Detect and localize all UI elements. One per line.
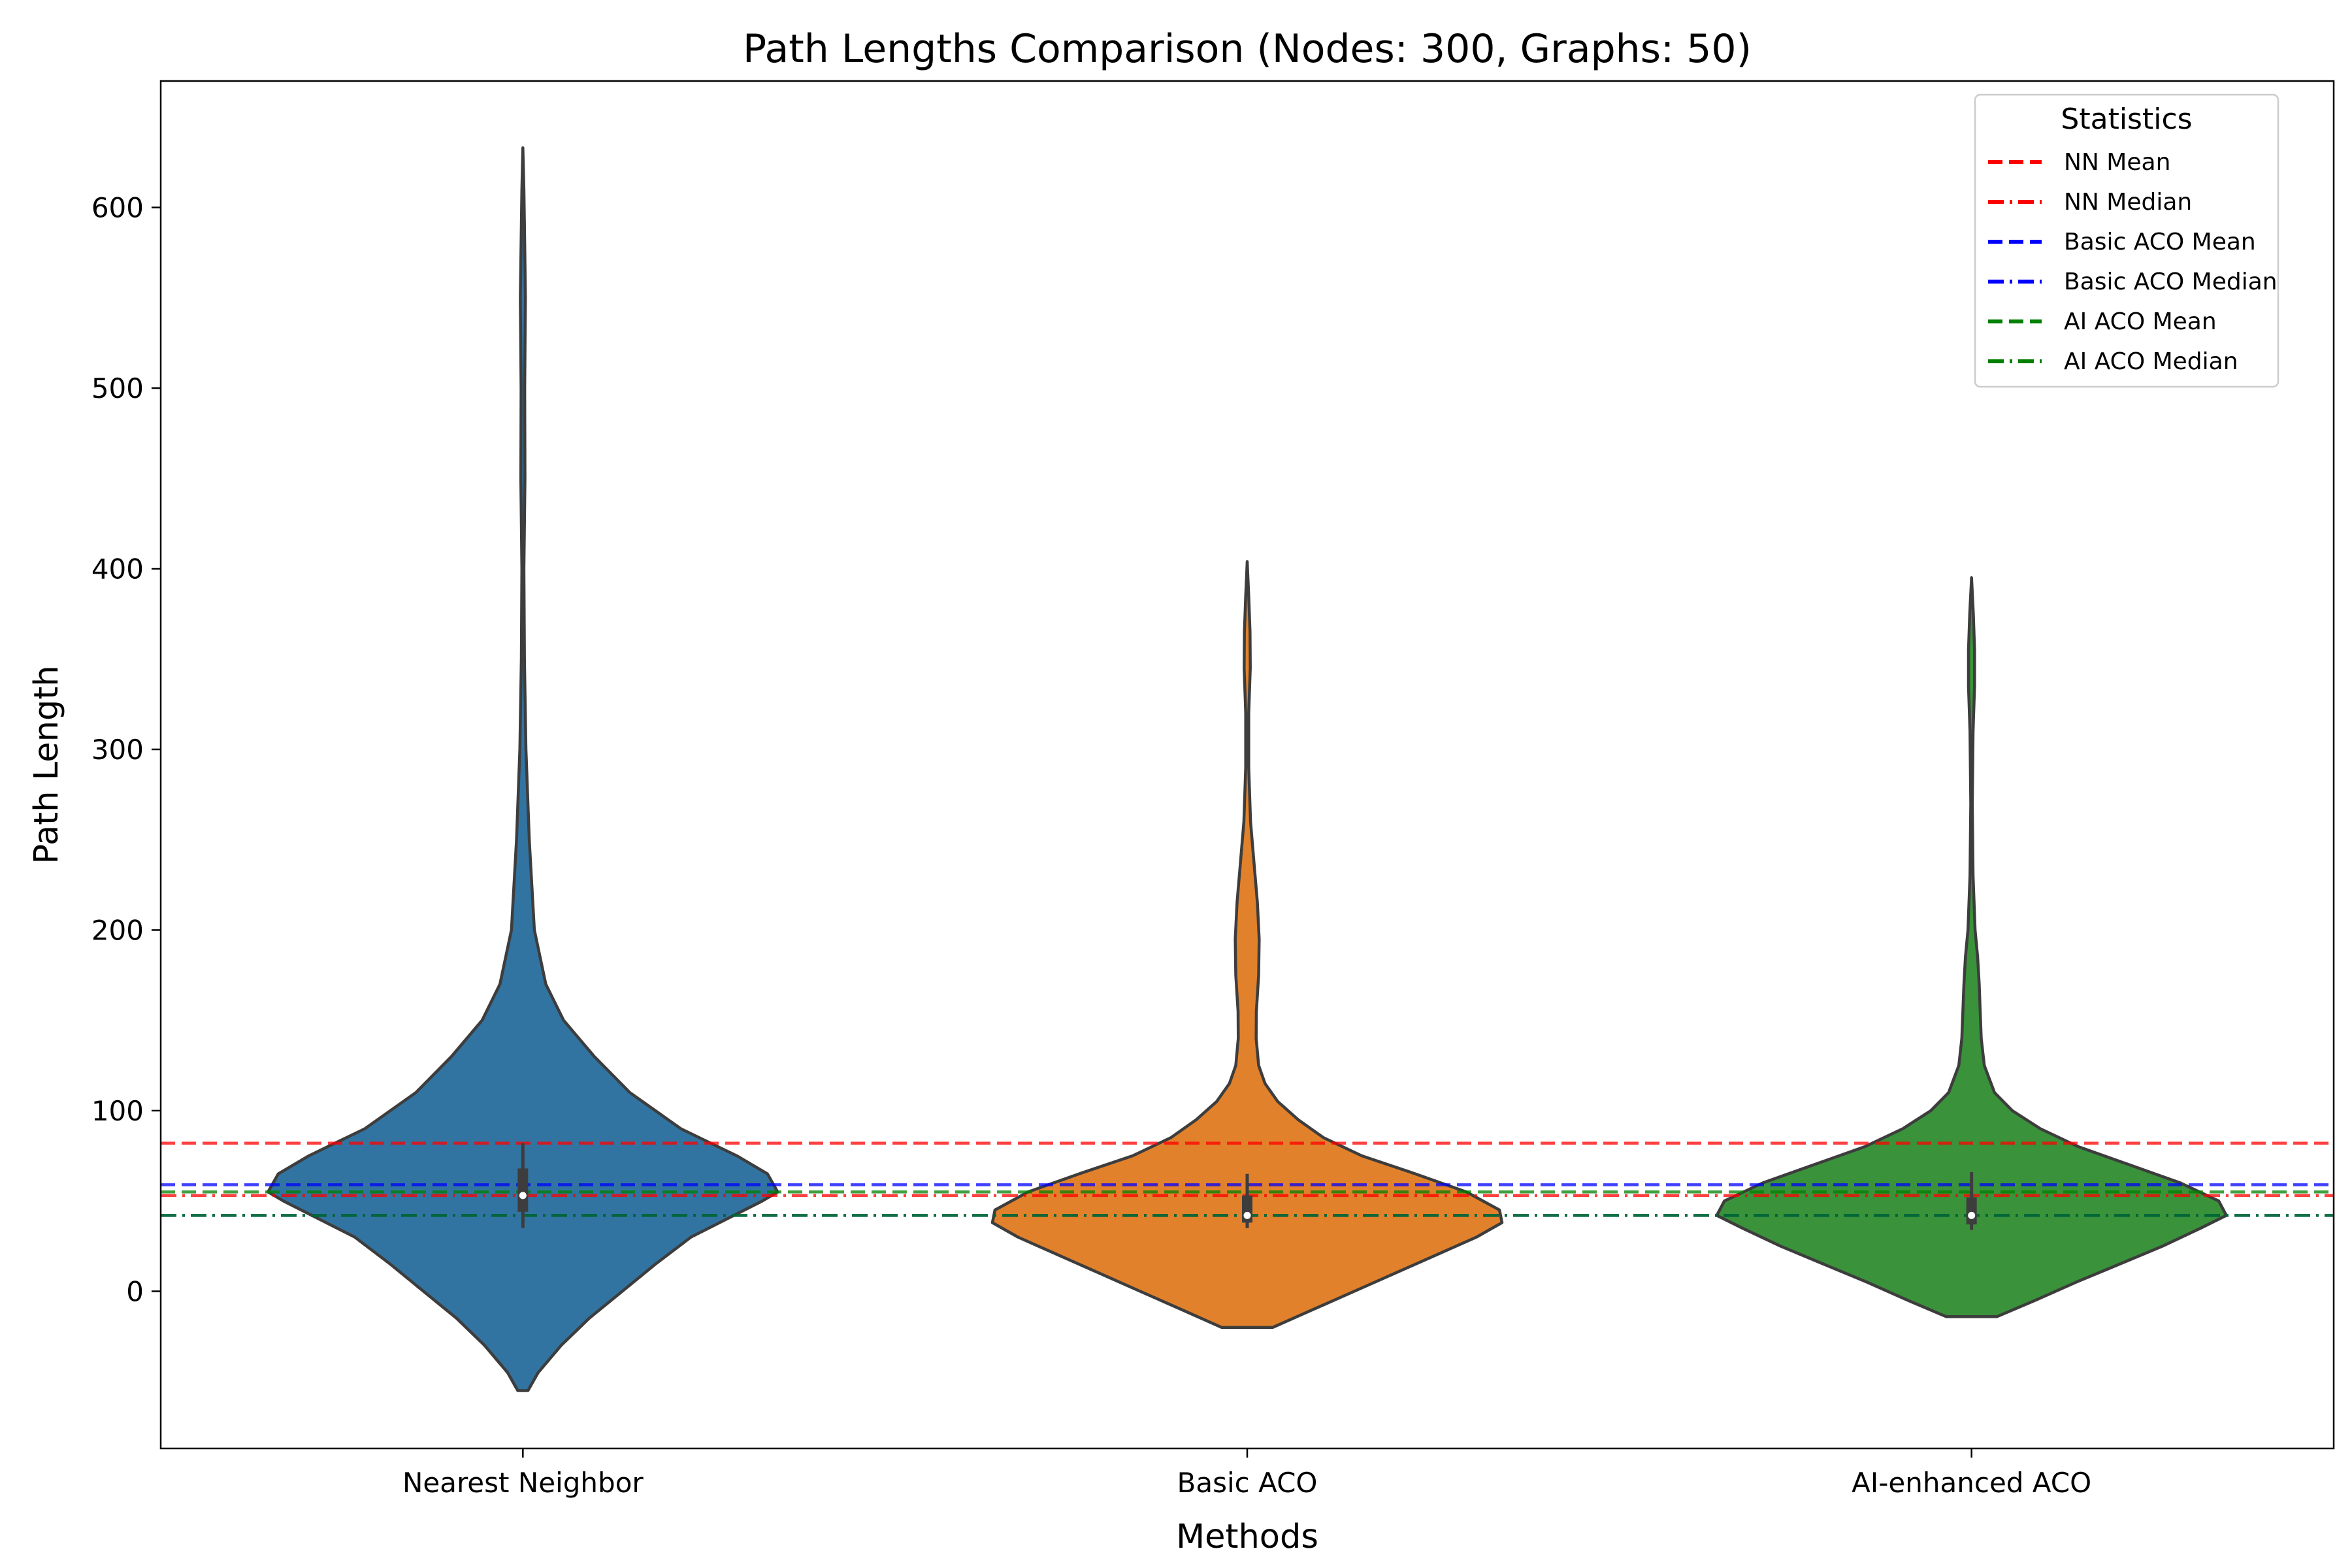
violin-nearest-neighbor (267, 146, 779, 1392)
violin-basic-aco (990, 560, 1504, 1330)
y-tick-label: 400 (91, 553, 144, 585)
y-tick-label: 100 (91, 1095, 144, 1127)
median-marker-nearest-neighbor (519, 1192, 527, 1200)
y-axis-title: Path Length (27, 665, 66, 864)
box-layer (517, 1143, 1977, 1230)
x-tick-label: AI-enhanced ACO (1852, 1467, 2091, 1499)
y-tick-label: 0 (126, 1275, 144, 1307)
legend-label-nn-mean: NN Mean (2064, 149, 2170, 176)
legend: Statistics NN Mean NN Median Basic ACO Mean… (1974, 93, 2279, 388)
y-tick-label: 600 (91, 192, 144, 224)
x-axis: Nearest Neighbor Basic ACO AI-enhanced ACO (402, 1448, 2091, 1499)
iqr-box-ai-enhanced-aco (1966, 1197, 1977, 1225)
y-axis: 0 100 200 300 400 500 600 (91, 192, 161, 1307)
y-tick-label: 300 (91, 734, 144, 766)
median-marker-ai-enhanced-aco (1968, 1211, 1976, 1219)
iqr-box-nearest-neighbor (517, 1168, 529, 1212)
x-axis-title: Methods (1176, 1518, 1318, 1556)
legend-label-basic-aco-median: Basic ACO Median (2064, 269, 2278, 295)
legend-box (1974, 93, 2279, 388)
violins-layer (267, 146, 2228, 1392)
legend-title: Statistics (2061, 103, 2192, 136)
y-tick-label: 200 (91, 914, 144, 946)
legend-label-ai-aco-median: AI ACO Median (2064, 348, 2238, 375)
chart-title: Path Lengths Comparison (Nodes: 300, Gra… (743, 26, 1752, 72)
median-marker-basic-aco (1243, 1211, 1251, 1219)
legend-label-ai-aco-mean: AI ACO Mean (2064, 308, 2217, 335)
legend-label-basic-aco-mean: Basic ACO Mean (2064, 229, 2256, 255)
legend-label-nn-median: NN Median (2064, 189, 2192, 216)
y-tick-label: 500 (91, 372, 144, 404)
x-tick-label: Basic ACO (1177, 1467, 1318, 1499)
x-tick-label: Nearest Neighbor (402, 1467, 644, 1499)
